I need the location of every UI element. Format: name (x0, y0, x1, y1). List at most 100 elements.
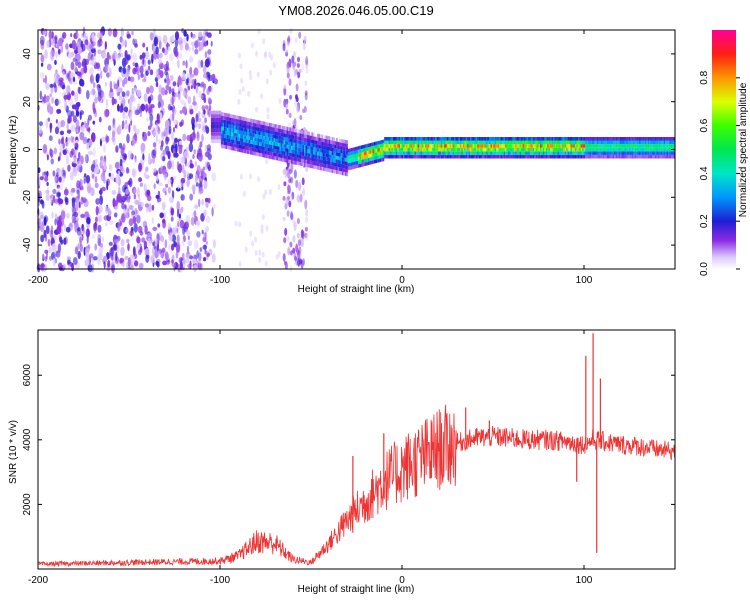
spectrogram-signal-cell (376, 148, 379, 152)
spectrogram-signal-cell (547, 151, 549, 155)
spectrogram-signal-cell (545, 147, 548, 152)
spectrogram-signal-cell (229, 146, 232, 150)
spectrogram-signal-cell (247, 135, 249, 140)
spectrogram-signal-cell (317, 158, 319, 163)
spectrogram-signal-cell (649, 140, 651, 145)
spectrogram-noise-cell (151, 204, 155, 211)
spectrogram-signal-cell (633, 140, 635, 145)
spectrogram-signal-cell (215, 117, 217, 122)
spectrogram-signal-cell (423, 140, 426, 145)
spectrogram-noise-cell (163, 127, 169, 137)
spectrogram-noise-cell (40, 54, 45, 63)
spectrogram-noise-cell (249, 230, 253, 237)
spectrogram-signal-cell (570, 137, 573, 141)
spectrogram-signal-cell (574, 151, 577, 155)
spectrogram-signal-cell (538, 147, 541, 152)
spectrogram-signal-cell (526, 151, 529, 155)
spectrogram-signal-cell (302, 141, 305, 145)
spectrogram-signal-cell (283, 154, 286, 159)
spectrogram-noise-cell (40, 234, 45, 243)
spectrogram-signal-cell (426, 137, 428, 141)
spectrogram-signal-cell (413, 137, 415, 141)
spectrogram-noise-cell (121, 195, 126, 203)
spectrogram-signal-cell (467, 144, 469, 148)
spectrogram-signal-cell (328, 161, 331, 166)
spectrogram-signal-cell (631, 137, 634, 141)
spectrogram-signal-cell (657, 137, 660, 141)
spectrogram-noise-cell (125, 188, 130, 195)
spectrogram-signal-cell (379, 151, 382, 155)
spectrogram-signal-cell (419, 147, 421, 152)
spectrogram-noise-cell (195, 182, 199, 187)
spectrogram-signal-cell (454, 144, 456, 148)
spectrogram-signal-cell (641, 137, 644, 141)
spectrogram-signal-cell (398, 137, 401, 141)
spectrogram-signal-cell (598, 151, 600, 155)
spectrogram-signal-cell (286, 137, 289, 142)
spectrogram-signal-cell (275, 149, 277, 153)
spectrogram-signal-cell (282, 158, 284, 162)
spectrogram-noise-cell (49, 49, 55, 60)
spectrogram-signal-cell (490, 140, 493, 145)
spectrogram-signal-cell (295, 132, 297, 136)
spectrogram-signal-cell (624, 147, 626, 152)
spectrogram-noise-cell (295, 179, 299, 189)
spectrogram-noise-cell (105, 222, 108, 227)
spectrogram-signal-cell (352, 162, 354, 166)
spectrogram-noise-cell (118, 105, 124, 113)
spectrogram-signal-cell (636, 154, 638, 159)
spectrogram-noise-cell (201, 199, 204, 206)
spectrogram-signal-cell (419, 151, 421, 155)
spectrogram-signal-cell (330, 161, 332, 166)
spectrogram-signal-cell (308, 146, 311, 150)
spectrogram-signal-cell (333, 144, 335, 149)
spectrogram-signal-cell (650, 147, 653, 152)
spectrogram-noise-cell (189, 104, 193, 110)
spectrogram-signal-cell (301, 148, 303, 152)
spectrogram-signal-cell (529, 140, 532, 145)
spectrogram-signal-cell (244, 135, 246, 139)
spectrogram-signal-cell (484, 140, 487, 145)
spectrogram-signal-cell (334, 152, 337, 156)
spectrogram-noise-cell (52, 170, 56, 177)
spectrogram-signal-cell (592, 147, 594, 152)
spectrogram-signal-cell (231, 143, 233, 147)
spectrogram-signal-cell (340, 164, 343, 168)
spectrogram-signal-cell (569, 154, 571, 159)
spectrogram-signal-cell (280, 150, 283, 155)
spectrogram-signal-cell (216, 125, 219, 129)
spectrogram-signal-cell (474, 147, 476, 152)
spectrogram-noise-cell (82, 136, 88, 142)
spectrogram-signal-cell (279, 150, 281, 154)
spectrogram-signal-cell (385, 147, 388, 152)
spectrogram-noise-cell (134, 199, 140, 205)
spectrogram-signal-cell (646, 151, 648, 155)
spectrogram-signal-cell (232, 114, 235, 119)
spectrogram-signal-cell (608, 154, 610, 159)
spectrogram-signal-cell (459, 151, 462, 155)
spectrogram-signal-cell (395, 144, 398, 148)
spectrogram-signal-cell (292, 128, 294, 132)
spectrogram-signal-cell (490, 144, 493, 148)
spectrogram-signal-cell (349, 159, 351, 163)
spectrogram-signal-cell (473, 137, 475, 141)
spectrogram-signal-cell (542, 147, 545, 152)
spectrogram-signal-cell (589, 151, 592, 155)
spectrogram-signal-cell (403, 154, 405, 159)
spectrogram-noise-cell (185, 78, 189, 86)
spectrogram-signal-cell (321, 152, 324, 157)
spectrogram-noise-cell (72, 257, 78, 265)
spectrogram-noise-cell (297, 71, 301, 79)
spectrogram-signal-cell (263, 146, 265, 151)
spectrogram-signal-cell (464, 144, 466, 148)
spectrogram-noise-cell (96, 62, 101, 69)
spectrogram-signal-cell (564, 144, 567, 148)
spectrogram-signal-cell (219, 132, 222, 136)
spectrogram-signal-cell (260, 135, 262, 139)
spectrogram-noise-cell (237, 52, 241, 59)
spectrogram-noise-cell (136, 243, 141, 251)
spectrogram-noise-cell (160, 144, 163, 151)
spectrogram-signal-cell (321, 167, 324, 171)
spectrogram-signal-cell (270, 137, 273, 142)
spectrogram-signal-cell (541, 137, 543, 141)
